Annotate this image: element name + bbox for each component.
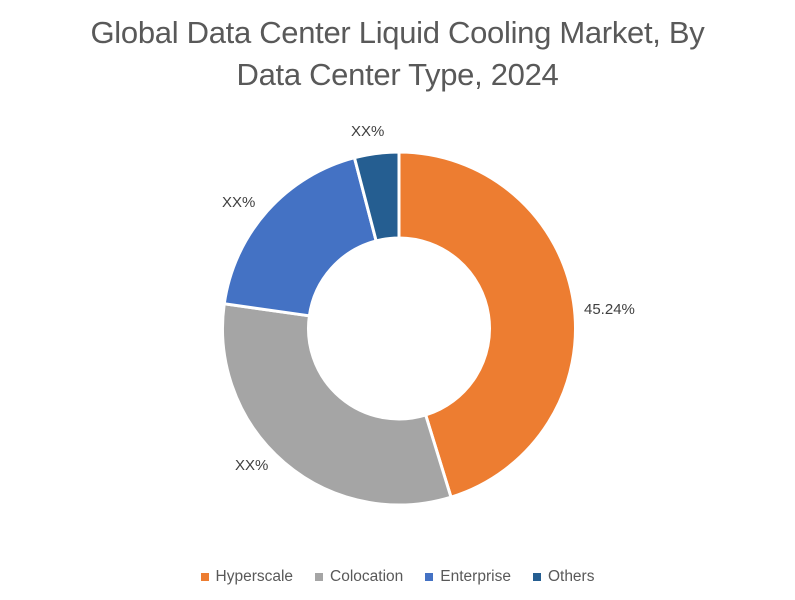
legend-item-hyperscale[interactable]: Hyperscale: [200, 568, 294, 586]
data-label-hyperscale: 45.24%: [584, 301, 635, 318]
data-label-others: XX%: [351, 123, 385, 140]
data-label-enterprise: XX%: [222, 194, 256, 211]
legend-swatch-others: [532, 573, 541, 581]
donut-slice-hyperscale[interactable]: [397, 150, 577, 500]
legend-label: Hyperscale: [215, 568, 294, 585]
legend-swatch-enterprise: [425, 573, 434, 581]
legend-item-enterprise[interactable]: Enterprise: [425, 568, 511, 586]
legend-label: Others: [547, 568, 595, 585]
legend-label: Colocation: [330, 568, 404, 585]
donut-slice-enterprise[interactable]: [222, 155, 378, 318]
legend-item-others[interactable]: Others: [532, 568, 595, 586]
legend-swatch-colocation: [315, 573, 324, 581]
chart-title: Global Data Center Liquid Cooling Market…: [0, 12, 795, 96]
donut-slice-others[interactable]: [352, 150, 401, 243]
chart-title-line-2: Data Center Type, 2024: [236, 57, 559, 92]
legend-swatch-hyperscale: [200, 573, 209, 581]
legend-label: Enterprise: [440, 568, 511, 585]
data-label-colocation: XX%: [235, 457, 269, 474]
chart-title-line-1: Global Data Center Liquid Cooling Market…: [90, 15, 705, 50]
donut-slice-colocation[interactable]: [221, 302, 453, 507]
donut-slices: [221, 150, 577, 507]
legend-item-colocation[interactable]: Colocation: [315, 568, 403, 586]
chart-legend: Hyperscale Colocation Enterprise Others: [0, 568, 795, 586]
